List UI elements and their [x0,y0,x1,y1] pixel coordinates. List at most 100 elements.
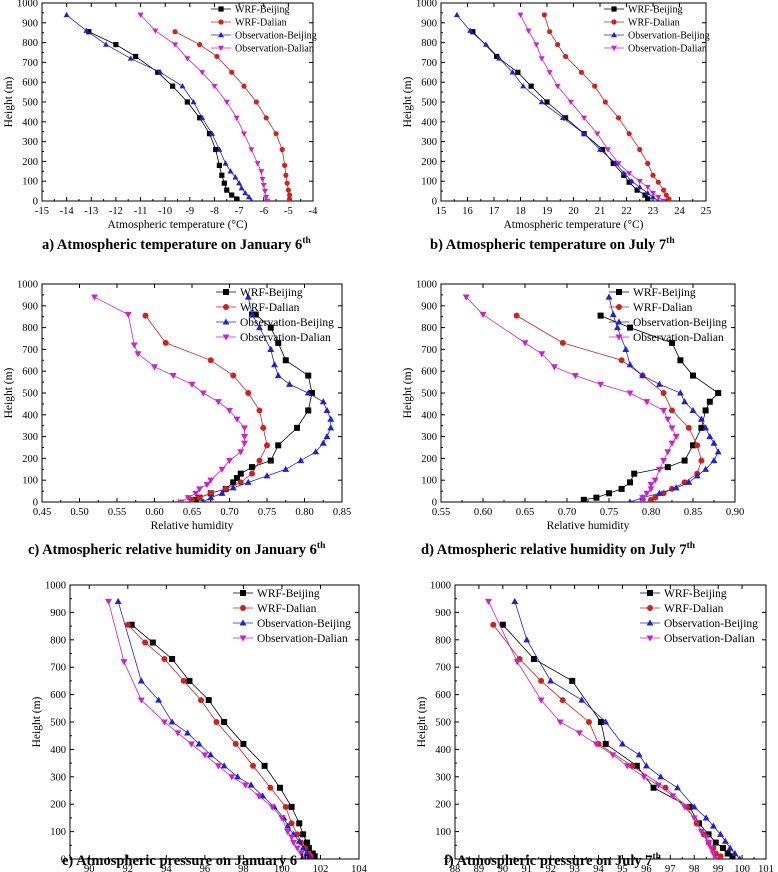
series-observation-beijing [63,11,254,201]
data-point-observation-dalian [654,782,662,789]
y-tick-label: 300 [22,432,38,443]
x-axis-label: Atmospheric temperature (°C) [504,219,644,231]
y-tick-label: 600 [435,690,451,701]
y-tick-label: 0 [432,197,437,208]
x-tick-label: 0.75 [258,507,276,518]
data-point-wrf-dalian [207,490,214,497]
data-point-observation-dalian [172,42,179,48]
data-point-observation-beijing [218,489,226,496]
series-line-wrf-dalian [543,14,670,200]
y-tick-label: 900 [435,608,451,619]
data-point-observation-dalian [223,99,230,106]
x-tick-label: 24 [674,206,685,217]
data-point-wrf-dalian [559,697,566,704]
data-point-observation-dalian [228,774,236,781]
y-tick-label: 800 [22,323,38,334]
y-axis-label: Height (m) [402,367,414,418]
y-tick-label: 700 [421,345,437,356]
data-point-observation-beijing [245,193,252,200]
y-tick-label: 400 [421,117,437,128]
data-point-wrf-dalian [263,115,269,121]
data-point-wrf-beijing [602,740,609,747]
data-point-wrf-dalian [629,762,636,769]
data-point-wrf-dalian [284,180,290,186]
data-point-observation-dalian [278,815,286,822]
y-tick-label: 600 [22,78,38,89]
data-point-observation-beijing [731,849,739,857]
data-point-observation-beijing [681,398,689,405]
data-point-wrf-dalian [267,784,274,791]
data-point-observation-beijing [672,484,680,491]
data-point-observation-dalian [214,399,222,406]
legend-label-observation-dalian: Observation-Dalian [240,332,331,344]
data-point-observation-beijing [483,41,490,47]
data-point-wrf-dalian [541,12,547,18]
chart-panel-5: 0 100 200 300 400 500 600 700 800 900 1000 90 92 94 96… [31,581,368,872]
y-axis-label: Height (m) [3,76,15,127]
data-point-observation-dalian [196,486,203,493]
data-point-observation-beijing [578,696,586,703]
data-point-observation-beijing [286,380,293,387]
data-point-observation-beijing [520,83,527,89]
data-point-observation-beijing [234,773,242,780]
data-point-observation-dalian [261,188,268,195]
legend-label-observation-beijing: Observation-Beijing [664,618,758,630]
data-point-observation-beijing [636,184,643,190]
data-point-observation-beijing [509,69,516,75]
data-point-observation-beijing [706,433,714,440]
y-tick-label: 0 [33,197,38,208]
data-point-observation-beijing [602,718,610,725]
data-point-wrf-beijing [530,655,537,662]
data-point-observation-beijing [690,803,698,810]
data-point-observation-beijing [726,844,734,851]
data-point-wrf-dalian [253,99,259,105]
data-point-observation-beijing [721,837,729,844]
data-point-observation-dalian [259,177,266,183]
y-tick-label: 100 [50,827,66,838]
data-point-observation-beijing [238,185,245,191]
data-point-wrf-beijing [219,172,225,178]
data-point-observation-beijing [83,27,90,33]
data-point-observation-beijing [714,448,722,455]
data-point-wrf-dalian [685,424,692,431]
data-point-observation-dalian [120,659,128,666]
data-point-wrf-dalian [124,621,131,628]
data-point-observation-beijing [249,197,254,201]
data-point-observation-beijing [709,822,717,829]
data-point-observation-beijing [605,293,613,300]
data-point-observation-dalian [233,115,240,121]
legend-label-wrf-beijing: WRF-Beijing [235,5,289,16]
series-line-wrf-dalian [492,624,721,857]
data-point-observation-beijing [620,170,627,176]
data-point-observation-beijing [642,762,650,769]
caption-text: e) Atmospheric pressure on January 6 [62,852,301,869]
y-tick-label: 700 [22,345,38,356]
legend-label-observation-dalian: Observation-Dalian [257,633,348,645]
series-line-wrf-beijing [131,624,316,857]
data-point-wrf-dalian [256,457,263,464]
data-point-observation-dalian [668,440,676,447]
x-tick-label: 99 [713,864,724,872]
x-tick-label: 93 [569,864,580,872]
series-observation-dalian [105,598,309,859]
data-point-observation-dalian [201,752,209,759]
y-axis-label: Height (m) [31,696,43,747]
data-point-observation-dalian [672,434,680,441]
data-point-wrf-dalian [602,99,608,105]
series-observation-beijing [201,293,335,502]
y-tick-label: 500 [22,389,38,400]
legend-marker-observation-dalian [615,334,623,341]
x-tick-label: -14 [60,206,75,217]
data-point-observation-beijing [628,178,635,184]
caption-superscript: th [300,852,310,862]
data-point-observation-dalian [575,730,583,737]
data-point-wrf-dalian [249,470,255,477]
y-tick-label: 800 [421,323,437,334]
chart-panel-6: 0 100 200 300 400 500 600 700 800 900 1000 88 89 90 91… [416,581,774,872]
x-tick-label: 0.70 [558,507,576,518]
legend: WRF-Beijing WRF-Dalian Observation-Beijing… [609,287,727,344]
data-point-wrf-beijing [277,784,284,791]
data-point-observation-dalian [284,829,292,836]
data-point-observation-dalian [644,184,651,191]
data-point-observation-beijing [244,478,252,485]
